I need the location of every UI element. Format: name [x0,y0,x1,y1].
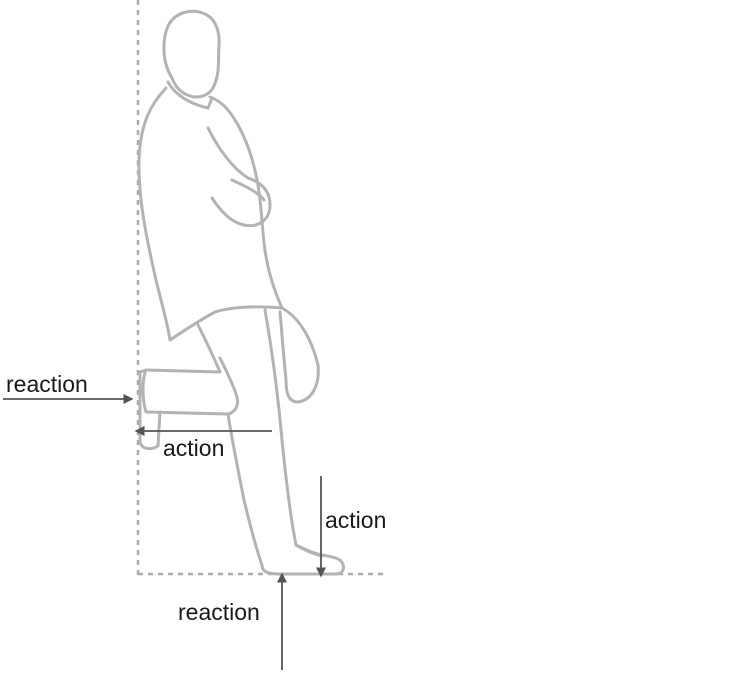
ground-reaction-label: reaction [178,599,260,625]
foot-action-label: action [163,435,224,461]
person-crossed-arm [206,126,272,228]
person-ground-foot [260,543,345,576]
person-bag [278,306,320,404]
wall-reaction-label: reaction [6,371,88,397]
person-wall-foot [138,368,162,451]
person-torso [137,86,284,342]
person-bent-leg [141,323,240,416]
person-head [162,9,221,99]
ground-action-label: action [325,507,386,533]
person-standing-leg [226,308,324,567]
person-collar [166,80,214,110]
leaning-person-figure [137,9,345,576]
